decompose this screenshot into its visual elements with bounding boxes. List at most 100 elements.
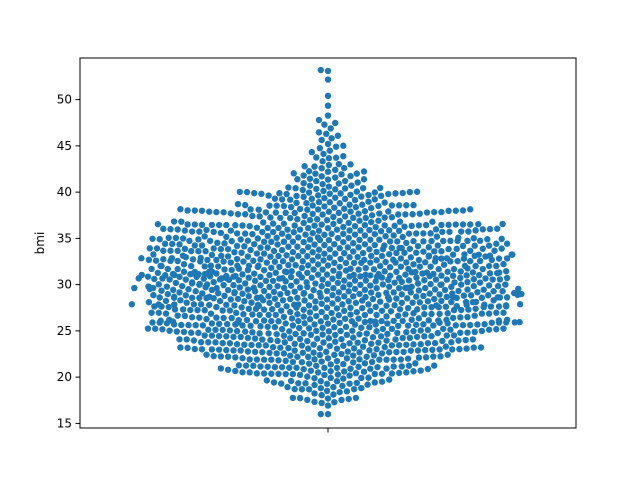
data-point [266,299,273,307]
data-point [226,307,234,314]
data-point [350,345,358,352]
data-point [245,262,253,270]
data-point [415,287,423,294]
data-point [250,284,257,291]
data-point [443,255,451,262]
data-point [325,155,333,162]
y-tick-label: 35 [57,231,72,245]
data-point [467,321,474,329]
data-point [300,172,307,179]
data-point [516,301,524,308]
data-point [355,266,362,273]
data-point [296,284,304,291]
data-point [391,302,398,309]
data-point [368,252,375,260]
data-point [268,317,275,325]
data-point [443,276,450,283]
data-point [376,356,383,363]
data-point [300,313,307,320]
data-point [478,310,486,317]
data-point [270,379,278,386]
data-point [313,327,320,335]
data-point [145,256,153,264]
data-point [203,281,211,288]
data-point [327,125,334,132]
data-point [324,102,332,109]
data-point [511,319,518,326]
data-point [291,385,298,393]
data-point [474,321,481,328]
data-point [287,196,294,203]
data-point [235,362,243,369]
data-point [264,244,271,251]
data-point [361,286,369,294]
data-point [149,319,156,326]
data-point [300,306,307,313]
data-point [227,296,234,303]
data-point [434,329,441,337]
data-point [387,308,395,315]
data-point [251,277,259,285]
data-point [254,235,261,242]
data-point [181,312,189,320]
data-point [335,180,342,187]
data-point [188,294,196,301]
data-point [415,222,423,229]
data-point [403,369,410,376]
data-point [266,349,273,357]
data-point [493,240,500,247]
data-point [182,276,189,283]
data-point [284,226,291,233]
data-point [271,363,279,371]
data-point [467,292,475,299]
data-point [491,247,498,254]
data-point [305,168,313,175]
data-point [160,256,167,263]
data-point [309,202,316,209]
data-point [390,289,397,296]
data-point [332,250,339,257]
data-point [430,270,437,278]
data-point [416,210,423,217]
data-point [447,326,454,333]
data-point [253,356,261,363]
data-point [221,266,228,273]
data-point [428,332,435,340]
data-point [323,313,330,321]
data-point [440,237,447,245]
data-point [180,328,188,336]
data-point [353,308,360,316]
data-point [336,245,343,252]
data-point [350,259,358,267]
data-point [413,230,420,237]
data-point [457,329,464,336]
data-point [292,330,299,338]
data-point [295,270,303,278]
data-point [440,325,447,332]
data-point [383,289,390,297]
data-point [335,160,342,168]
data-point [404,322,412,329]
data-point [213,314,220,321]
data-point [246,222,253,230]
data-point [438,248,445,255]
data-point [242,201,249,209]
data-point [383,313,390,320]
data-point [198,346,206,353]
data-point [197,254,204,262]
data-point [414,347,422,354]
data-point [369,295,377,303]
data-point [279,275,286,282]
data-point [441,286,449,294]
data-point [302,380,309,387]
data-point [485,282,493,289]
data-point [366,226,373,234]
data-point [278,380,285,387]
data-point [304,337,311,345]
data-point [431,362,438,369]
data-point [223,233,230,241]
data-point [167,226,174,233]
data-point [361,360,369,367]
data-point [253,370,261,377]
data-point [181,245,189,253]
